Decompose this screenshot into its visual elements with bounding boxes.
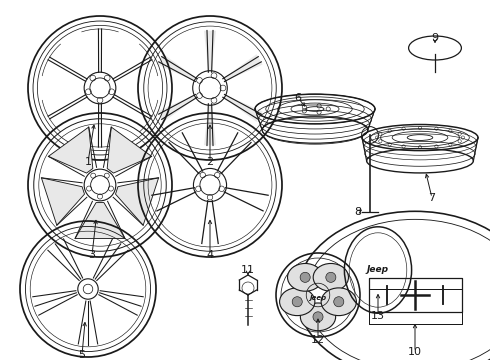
Text: 6: 6 [294, 93, 301, 103]
Ellipse shape [321, 288, 356, 316]
Polygon shape [41, 178, 84, 225]
Polygon shape [157, 94, 197, 122]
Circle shape [292, 297, 302, 307]
Text: 7: 7 [428, 193, 436, 203]
Text: Jeep: Jeep [310, 295, 326, 301]
Polygon shape [75, 203, 125, 239]
Circle shape [313, 312, 323, 322]
Polygon shape [157, 54, 197, 82]
Text: 10: 10 [408, 347, 422, 357]
Text: 13: 13 [371, 311, 385, 321]
Circle shape [300, 272, 310, 282]
Text: 9: 9 [431, 33, 439, 43]
Ellipse shape [300, 303, 336, 331]
Ellipse shape [280, 288, 315, 316]
Polygon shape [204, 104, 216, 145]
Polygon shape [107, 127, 151, 173]
Polygon shape [116, 178, 159, 225]
Text: 12: 12 [311, 335, 325, 345]
Ellipse shape [288, 264, 323, 291]
Ellipse shape [313, 264, 348, 291]
Text: Jeep: Jeep [367, 266, 389, 274]
Text: 2: 2 [206, 157, 214, 167]
Polygon shape [223, 54, 263, 82]
Polygon shape [223, 94, 263, 122]
Text: 11: 11 [241, 265, 255, 275]
Text: 3: 3 [89, 250, 96, 260]
Circle shape [326, 272, 336, 282]
Text: 4: 4 [206, 250, 214, 260]
Polygon shape [49, 127, 93, 173]
Circle shape [334, 297, 344, 307]
Text: 8: 8 [354, 207, 362, 217]
Polygon shape [204, 31, 216, 72]
Text: 1: 1 [84, 157, 92, 167]
Text: 5: 5 [78, 350, 85, 360]
